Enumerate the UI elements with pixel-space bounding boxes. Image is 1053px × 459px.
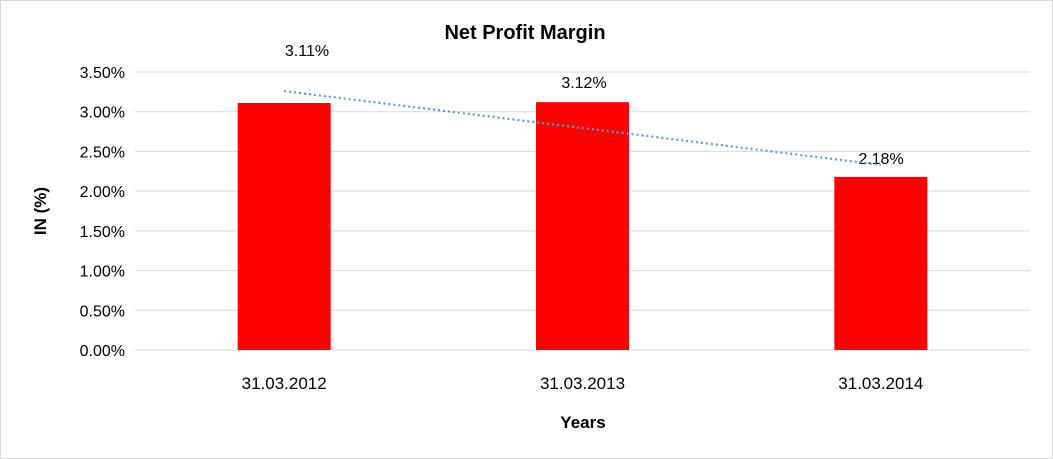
y-axis-label: IN (%) <box>31 187 50 235</box>
y-tick-label: 3.00% <box>80 105 125 122</box>
y-tick-label: 2.00% <box>80 184 125 201</box>
data-label: 3.11% <box>285 43 329 60</box>
y-tick-label: 0.50% <box>80 303 125 320</box>
x-axis-label: Years <box>560 413 605 432</box>
chart-title: Net Profit Margin <box>444 22 605 44</box>
y-tick-label: 2.50% <box>80 144 125 161</box>
bar <box>834 176 928 350</box>
x-tick-label: 31.03.2013 <box>540 374 625 393</box>
data-label: 2.18% <box>858 151 903 168</box>
x-tick-label: 31.03.2014 <box>838 374 923 393</box>
y-tick-label: 1.00% <box>80 264 125 281</box>
bar <box>536 102 629 350</box>
trendline <box>284 89 881 167</box>
y-tick-label: 1.50% <box>80 224 125 241</box>
bar <box>237 102 331 350</box>
y-tick-label: 0.00% <box>80 343 125 360</box>
data-label: 3.12% <box>561 75 606 92</box>
y-tick-label: 3.50% <box>80 65 125 82</box>
x-tick-label: 31.03.2012 <box>242 374 327 393</box>
